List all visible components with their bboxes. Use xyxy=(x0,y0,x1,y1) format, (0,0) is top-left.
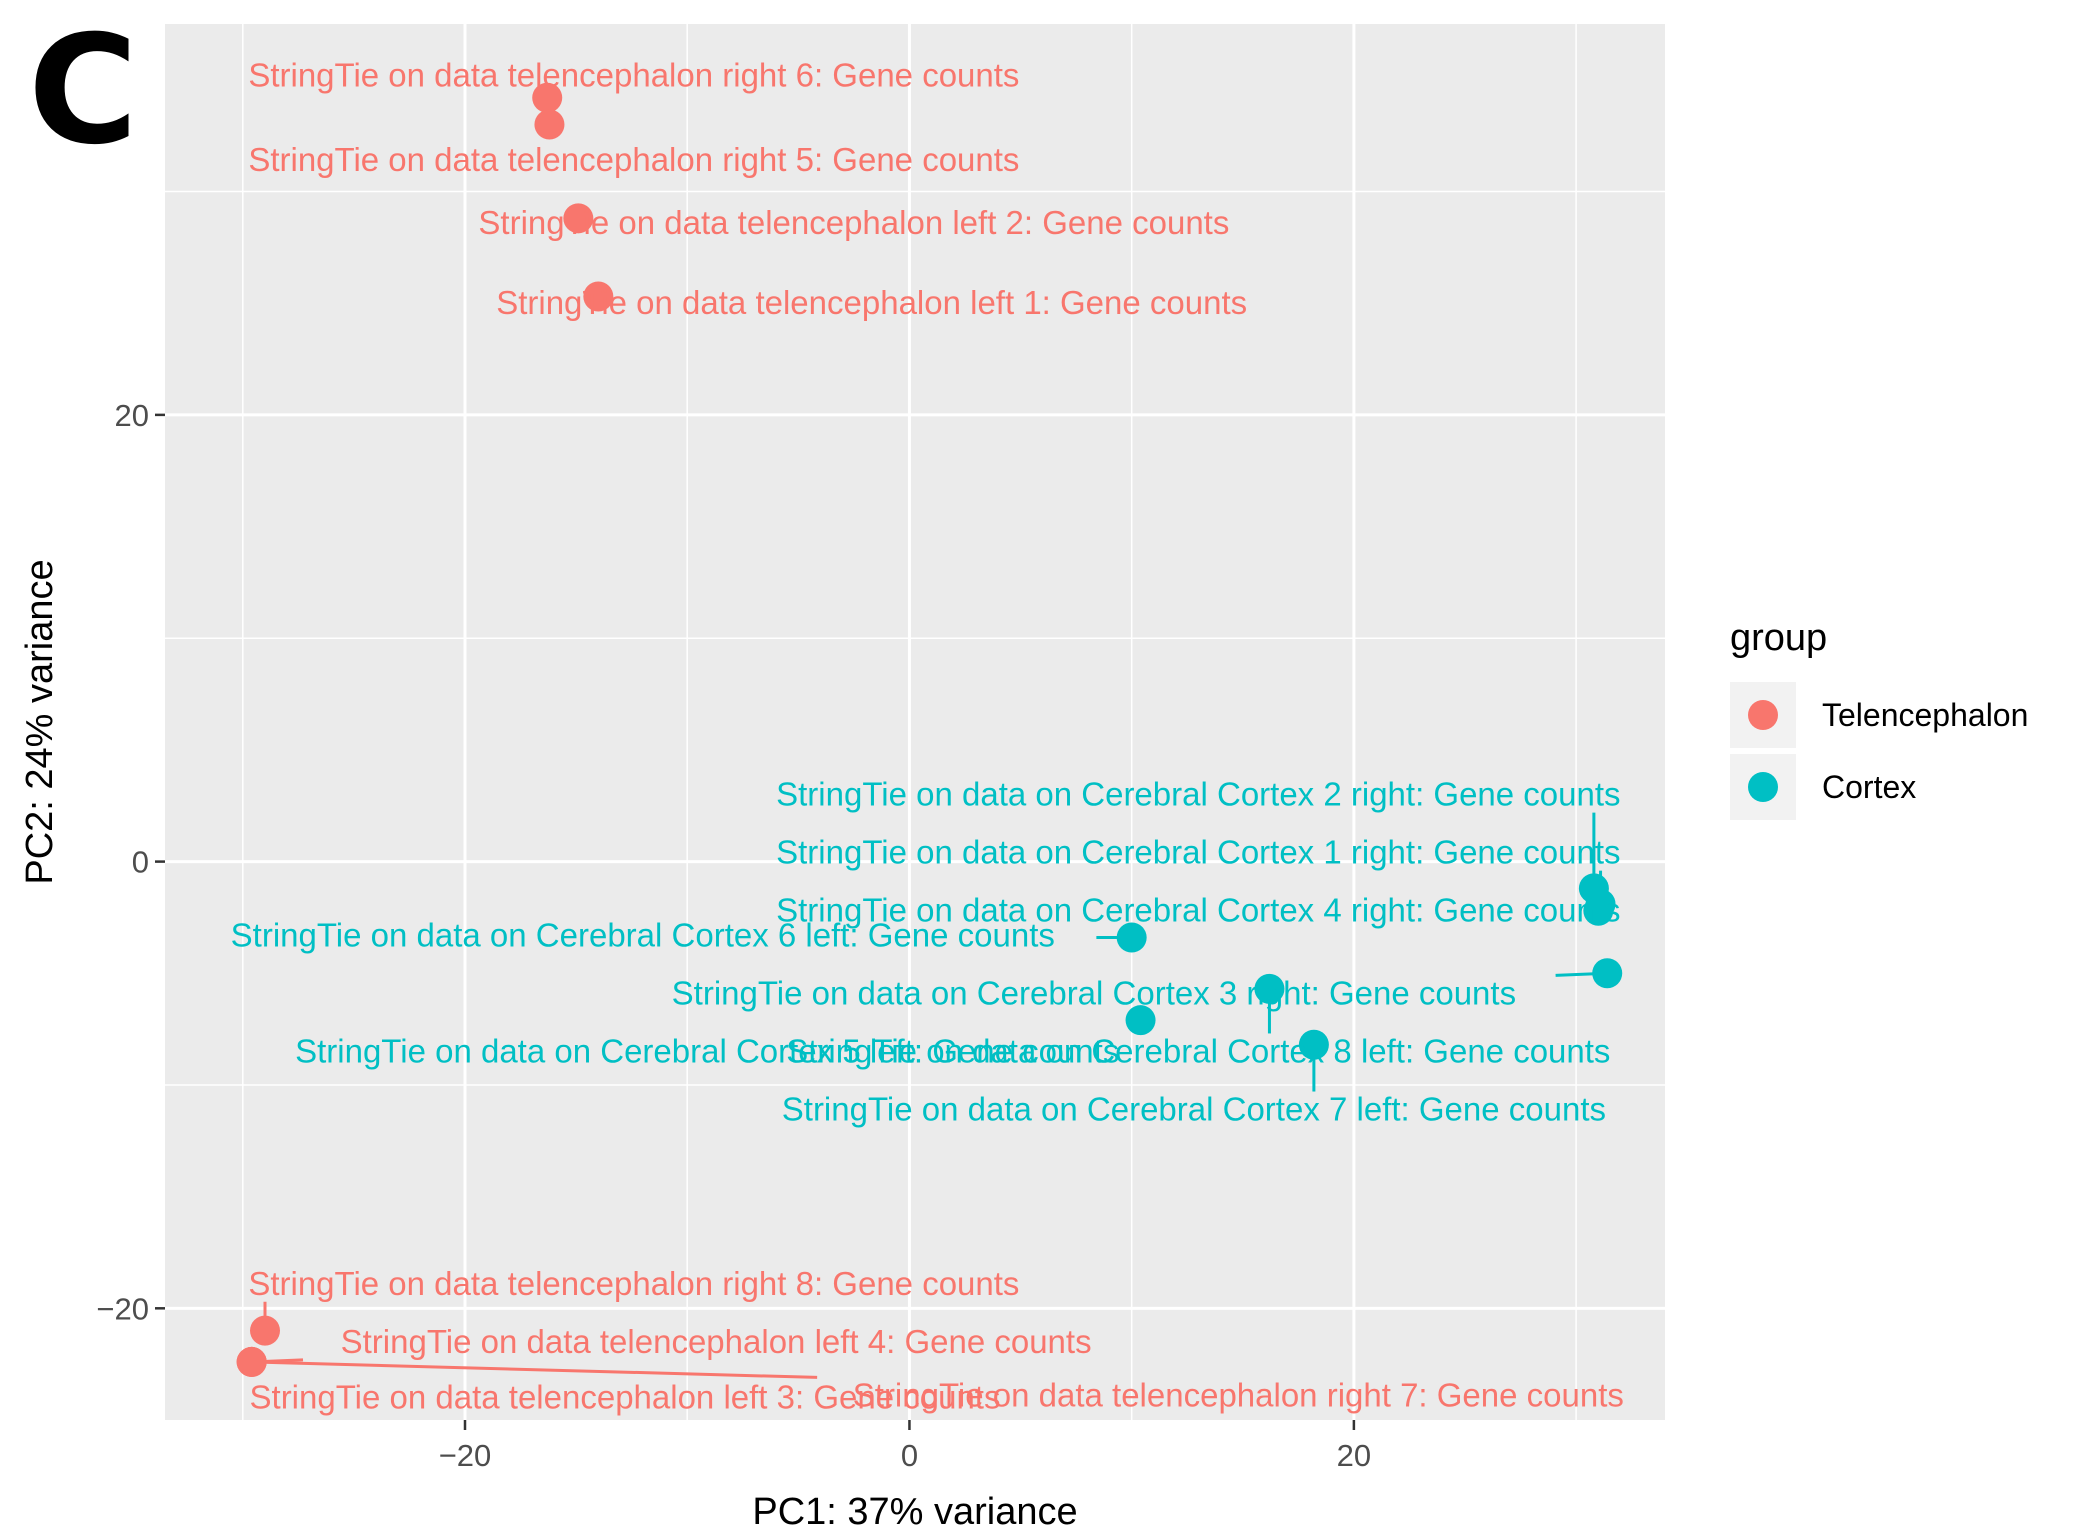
data-point-label: StringTie on data on Cerebral Cortex 1 r… xyxy=(776,834,1620,871)
y-axis-ticks: −20 0 20 xyxy=(96,398,165,1326)
data-point xyxy=(250,1315,280,1346)
data-point-label: StringTie on data telencephalon right 7:… xyxy=(853,1376,1624,1413)
plot-panel-background xyxy=(165,24,1665,1420)
x-axis-ticks: −20 0 20 xyxy=(439,1420,1371,1473)
data-point xyxy=(1116,922,1147,953)
legend-label: Cortex xyxy=(1822,769,1916,805)
legend-key-marker xyxy=(1748,700,1778,730)
data-point xyxy=(1125,1005,1156,1036)
major-gridlines xyxy=(165,24,1665,1420)
legend: group Telencephalon Cortex xyxy=(1730,617,2028,820)
data-point xyxy=(583,281,614,312)
x-tick-label: 20 xyxy=(1337,1438,1371,1473)
data-point-label: StringTie on data telencephalon left 1: … xyxy=(496,284,1247,321)
x-tick-label: 0 xyxy=(901,1438,918,1473)
data-point xyxy=(236,1346,267,1377)
data-point-labels: StringTie on data telencephalon right 6:… xyxy=(231,56,1624,1415)
data-point xyxy=(563,203,594,234)
data-point xyxy=(1583,895,1614,926)
legend-title: group xyxy=(1730,617,1827,659)
data-point xyxy=(1254,973,1285,1004)
y-axis-title: PC2: 24% variance xyxy=(19,559,61,884)
data-point-label: StringTie on data telencephalon left 3: … xyxy=(250,1379,1001,1416)
data-point-label: StringTie on data on Cerebral Cortex 4 r… xyxy=(776,892,1620,929)
panel-letter: C xyxy=(28,4,138,178)
data-point xyxy=(534,109,565,140)
minor-gridlines xyxy=(165,24,1665,1420)
data-point-label: StringTie on data telencephalon left 2: … xyxy=(478,204,1229,241)
data-point-label: StringTie on data on Cerebral Cortex 2 r… xyxy=(776,776,1620,813)
data-point-label: StringTie on data telencephalon right 8:… xyxy=(248,1265,1019,1302)
data-point xyxy=(532,82,563,113)
data-point-label: StringTie on data telencephalon right 5:… xyxy=(248,141,1019,178)
y-tick-label: −20 xyxy=(96,1291,149,1326)
y-tick-label: 20 xyxy=(115,398,149,433)
data-point xyxy=(1298,1029,1329,1060)
leader-line xyxy=(251,1360,818,1379)
x-tick-label: −20 xyxy=(439,1438,492,1473)
data-point-label: StringTie on data telencephalon right 6:… xyxy=(248,56,1019,93)
legend-entries: Telencephalon Cortex xyxy=(1730,682,2028,820)
data-point-label: StringTie on data on Cerebral Cortex 3 r… xyxy=(672,974,1516,1011)
data-point-label: StringTie on data on Cerebral Cortex 6 l… xyxy=(231,916,1055,953)
legend-key-marker xyxy=(1748,772,1778,802)
data-points xyxy=(236,82,1623,1377)
data-point-label: StringTie on data on Cerebral Cortex 5 l… xyxy=(295,1032,1119,1069)
data-point xyxy=(1592,958,1623,989)
legend-label: Telencephalon xyxy=(1822,697,2028,733)
x-axis-title: PC1: 37% variance xyxy=(752,1491,1077,1533)
y-tick-label: 0 xyxy=(132,845,149,880)
data-point-label: StringTie on data on Cerebral Cortex 7 l… xyxy=(782,1091,1606,1128)
data-point-label: StringTie on data on Cerebral Cortex 8 l… xyxy=(786,1032,1610,1069)
data-point-label: StringTie on data telencephalon left 4: … xyxy=(341,1323,1092,1360)
